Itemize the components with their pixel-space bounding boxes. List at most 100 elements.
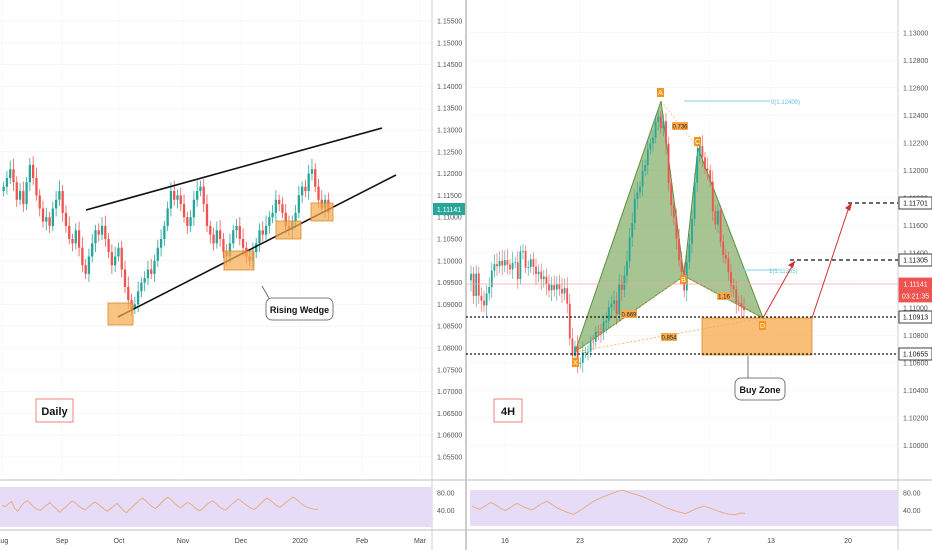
daily-candle (314, 169, 317, 187)
h4-price-tick: 1.12200 (903, 140, 928, 147)
daily-candle (278, 199, 281, 205)
rsi-layer: 80.00 40.00 80.00 40.00 (1, 489, 921, 516)
h4-candle (477, 273, 480, 296)
h4-candle (613, 300, 615, 304)
daily-price-tick: 1.09000 (437, 302, 462, 309)
h4-candle (503, 260, 506, 266)
daily-price-tick: 1.10000 (437, 258, 462, 265)
daily-candle (274, 199, 278, 213)
point-b-tag (680, 275, 687, 284)
daily-zone-box (310, 202, 334, 222)
rising-wedge-pointer (261, 285, 271, 301)
h4-candle (654, 122, 657, 138)
daily-zone-box (275, 220, 302, 240)
h4-candle (665, 121, 667, 144)
h4-candle (618, 283, 621, 315)
h4-candle (490, 270, 493, 287)
h4-candle (594, 331, 597, 342)
daily-price-tick: 1.13500 (437, 106, 462, 113)
daily-candle (74, 230, 77, 244)
daily-time-tick: Sep (56, 538, 69, 545)
buy-zone-label: Buy Zone (739, 385, 780, 395)
point-c-label: C (695, 139, 700, 146)
h4-candle (545, 276, 548, 285)
daily-candle (218, 230, 222, 239)
h4-candle (600, 331, 602, 333)
daily-candle (196, 191, 199, 200)
h4-rsi-line (471, 489, 746, 516)
h4-candle (472, 273, 475, 296)
daily-time-tick: Mar (414, 538, 427, 545)
daily-candle (133, 304, 136, 309)
daily-candle (199, 186, 202, 192)
h4-price-tick: 1.10800 (903, 333, 928, 340)
h4-candle (550, 285, 553, 291)
ratio-0-736: 0.736 (672, 125, 688, 131)
daily-label: Daily (41, 406, 68, 418)
daily-candle (209, 225, 212, 235)
daily-price-tick: 1.08000 (437, 345, 462, 352)
daily-candle (97, 230, 100, 235)
h4-candle (587, 351, 589, 353)
h4-candle (636, 192, 639, 200)
daily-price-tick: 1.14500 (437, 62, 462, 69)
daily-candle (294, 212, 297, 222)
daily-candle (91, 243, 94, 257)
daily-candle (156, 247, 159, 261)
h4-candle (506, 260, 509, 265)
daily-last-price: 1.11141 (433, 203, 465, 215)
daily-candle (159, 239, 163, 248)
daily-candle (153, 260, 156, 274)
daily-candle (100, 225, 104, 235)
daily-zone-box (107, 302, 134, 326)
daily-candle (238, 225, 241, 239)
h4-candle (516, 262, 519, 280)
h4-candle (514, 262, 517, 264)
h4-candle (688, 243, 691, 263)
h4-price-tick: 1.11000 (903, 305, 928, 312)
h4-candle (670, 183, 673, 206)
h4-candle (724, 255, 727, 259)
daily-candle (28, 164, 32, 183)
daily-candle (169, 191, 173, 209)
h4-price-tick: 1.13000 (903, 30, 928, 37)
daily-candle (235, 225, 238, 231)
h4-candle (581, 352, 584, 363)
daily-price-tick: 1.08500 (437, 324, 462, 331)
buy-zone-box (701, 317, 813, 356)
h4-rsi-tick: 80.00 (903, 490, 921, 497)
h4-candle (649, 143, 652, 150)
h4-candle (527, 267, 530, 268)
daily-candle (117, 247, 120, 257)
h4-time-tick: 16 (501, 538, 509, 545)
daily-candle (261, 230, 264, 235)
h4-candle (667, 143, 670, 184)
h4-candle (555, 284, 558, 290)
h4-price-tick: 1.10200 (903, 415, 928, 422)
point-d-label: D (760, 323, 765, 330)
ratio-tag (717, 292, 731, 300)
h4-candle (475, 273, 478, 296)
h4-candle (631, 223, 634, 238)
h4-level-tag (898, 289, 932, 303)
daily-price-tick: 1.11000 (437, 215, 462, 222)
daily-candle (284, 212, 287, 226)
h4-candle (602, 322, 605, 333)
h4-candle (540, 271, 543, 280)
h4-candle (704, 157, 706, 169)
h4-candle (498, 260, 501, 267)
daily-time-tick: Feb (356, 538, 368, 545)
h4-candle (675, 216, 678, 239)
h4-candle (522, 250, 524, 252)
h4-candle (652, 137, 654, 144)
daily-candle (317, 186, 320, 200)
h4-candle (641, 170, 644, 187)
daily-candle (166, 208, 169, 226)
point-x-tag (572, 358, 579, 367)
ratio-1-16: 1.16 (718, 295, 730, 301)
h4-candle (735, 289, 738, 303)
h4-candle (501, 260, 504, 266)
daily-candle (268, 217, 271, 226)
daily-candle (41, 208, 45, 222)
